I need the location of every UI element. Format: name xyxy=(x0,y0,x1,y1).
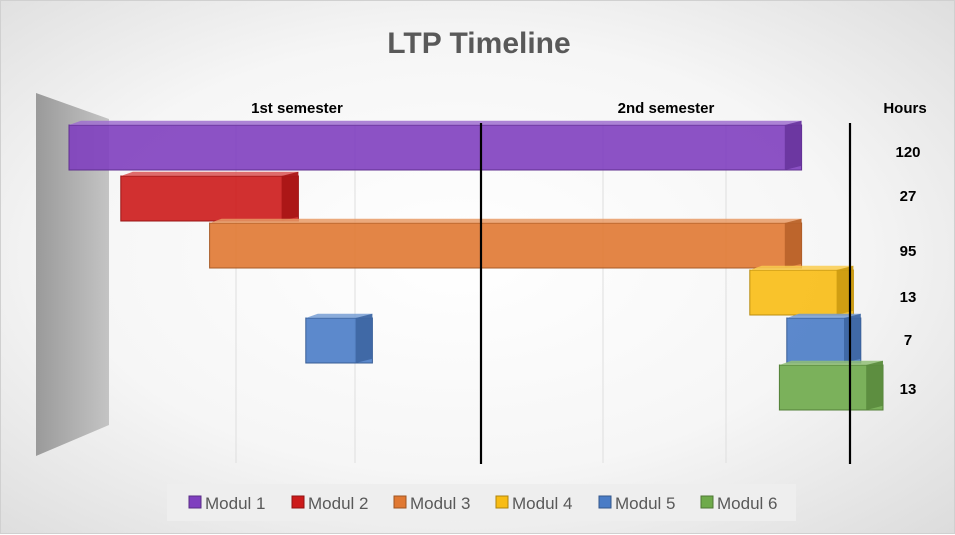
hours-value-modul-2: 27 xyxy=(900,188,917,205)
bar-top-face xyxy=(749,265,854,270)
hours-header: Hours xyxy=(883,100,926,117)
bar-front-face xyxy=(120,175,299,222)
legend-label-modul-6: Modul 6 xyxy=(717,494,777,513)
legend-background xyxy=(167,484,796,521)
bar-top-face xyxy=(209,218,802,223)
legend-swatch-modul-6 xyxy=(700,495,714,509)
bar-top-face xyxy=(779,360,883,365)
bar-modul-2-segment-1 xyxy=(120,171,299,222)
bar-modul-5-segment-1 xyxy=(305,313,373,364)
chart-side-wall xyxy=(36,93,109,456)
bar-front-face xyxy=(749,269,854,316)
column-label-2nd-semester: 2nd semester xyxy=(618,100,715,117)
bars-layer xyxy=(68,120,884,411)
bar-modul-1-segment-1 xyxy=(68,120,803,171)
legend-label-modul-1: Modul 1 xyxy=(205,494,265,513)
legend-label-modul-3: Modul 3 xyxy=(410,494,470,513)
bar-side-face xyxy=(784,120,802,170)
hours-value-modul-1: 120 xyxy=(895,144,920,161)
legend-swatch-modul-4 xyxy=(495,495,509,509)
side-wall-panel xyxy=(36,93,109,456)
hours-value-modul-6: 13 xyxy=(900,381,917,398)
bar-top-face xyxy=(69,120,802,125)
legend-swatch-modul-5 xyxy=(598,495,612,509)
legend: Modul 1 Modul 2 Modul 3 Modul 4 Modul 5 … xyxy=(167,484,796,521)
legend-label-modul-2: Modul 2 xyxy=(308,494,368,513)
bar-side-face xyxy=(844,313,861,363)
bar-modul-3-segment-1 xyxy=(209,218,803,269)
bar-side-face xyxy=(281,171,299,221)
chart-title: LTP Timeline xyxy=(387,27,570,60)
bar-top-face xyxy=(305,313,373,318)
bar-top-face xyxy=(786,313,861,318)
legend-label-modul-5: Modul 5 xyxy=(615,494,675,513)
legend-swatch-modul-1 xyxy=(188,495,202,509)
bar-top-face xyxy=(120,171,299,176)
hours-value-modul-5: 7 xyxy=(904,332,912,349)
hours-value-modul-4: 13 xyxy=(900,289,917,306)
legend-swatch-modul-3 xyxy=(393,495,407,509)
bar-modul-4-segment-1 xyxy=(749,265,854,316)
bar-front-face xyxy=(68,124,803,171)
bar-front-face xyxy=(209,222,803,269)
legend-label-modul-4: Modul 4 xyxy=(512,494,572,513)
bar-side-face xyxy=(866,360,883,410)
legend-swatch-modul-2 xyxy=(291,495,305,509)
bar-modul-6-segment-1 xyxy=(778,360,884,411)
bar-side-face xyxy=(784,218,802,268)
bar-side-face xyxy=(355,313,373,363)
semester-dividers xyxy=(479,123,852,464)
hours-value-modul-3: 95 xyxy=(900,243,917,260)
column-label-1st-semester: 1st semester xyxy=(251,100,343,117)
